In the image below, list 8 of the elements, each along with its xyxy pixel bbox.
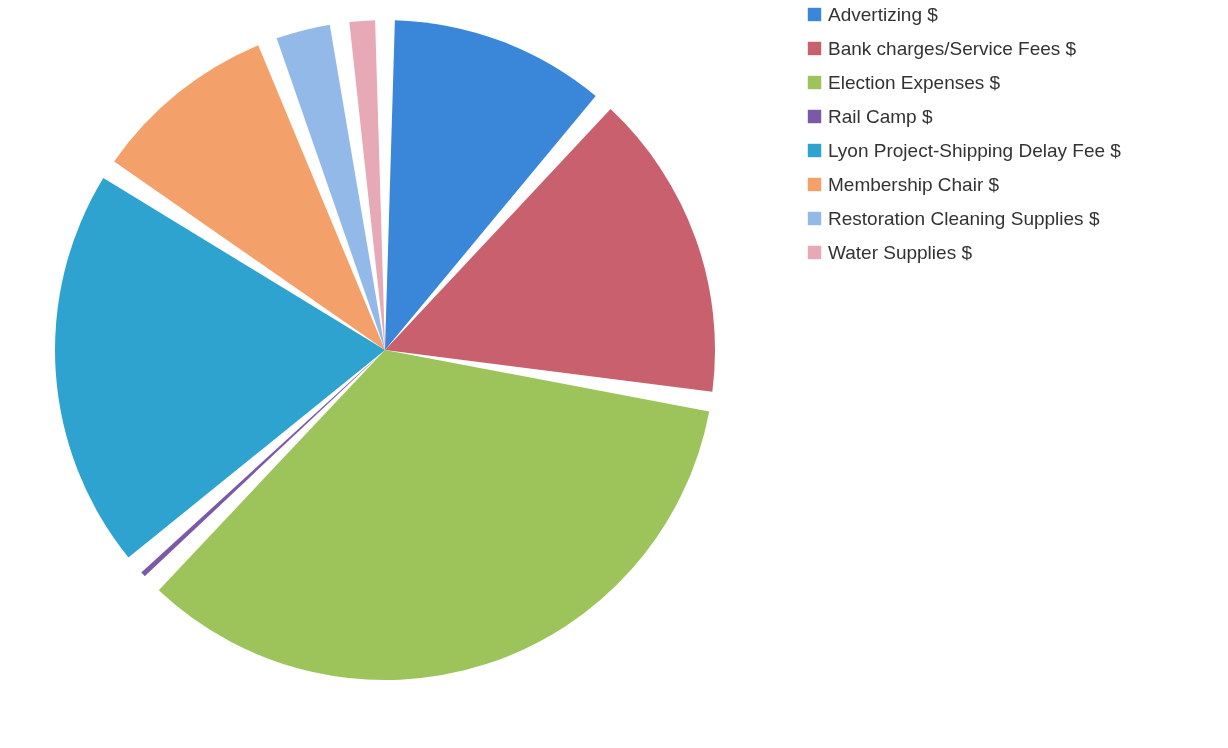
legend-label: Rail Camp $ xyxy=(828,105,933,127)
legend-label: Advertizing $ xyxy=(828,3,939,25)
legend-label: Membership Chair $ xyxy=(828,173,1000,195)
legend-label: Bank charges/Service Fees $ xyxy=(828,37,1077,59)
legend-label: Lyon Project-Shipping Delay Fee $ xyxy=(828,139,1122,161)
legend-label: Restoration Cleaning Supplies $ xyxy=(828,207,1100,229)
legend-label: Election Expenses $ xyxy=(828,71,1001,93)
legend-label: Water Supplies $ xyxy=(828,241,973,263)
